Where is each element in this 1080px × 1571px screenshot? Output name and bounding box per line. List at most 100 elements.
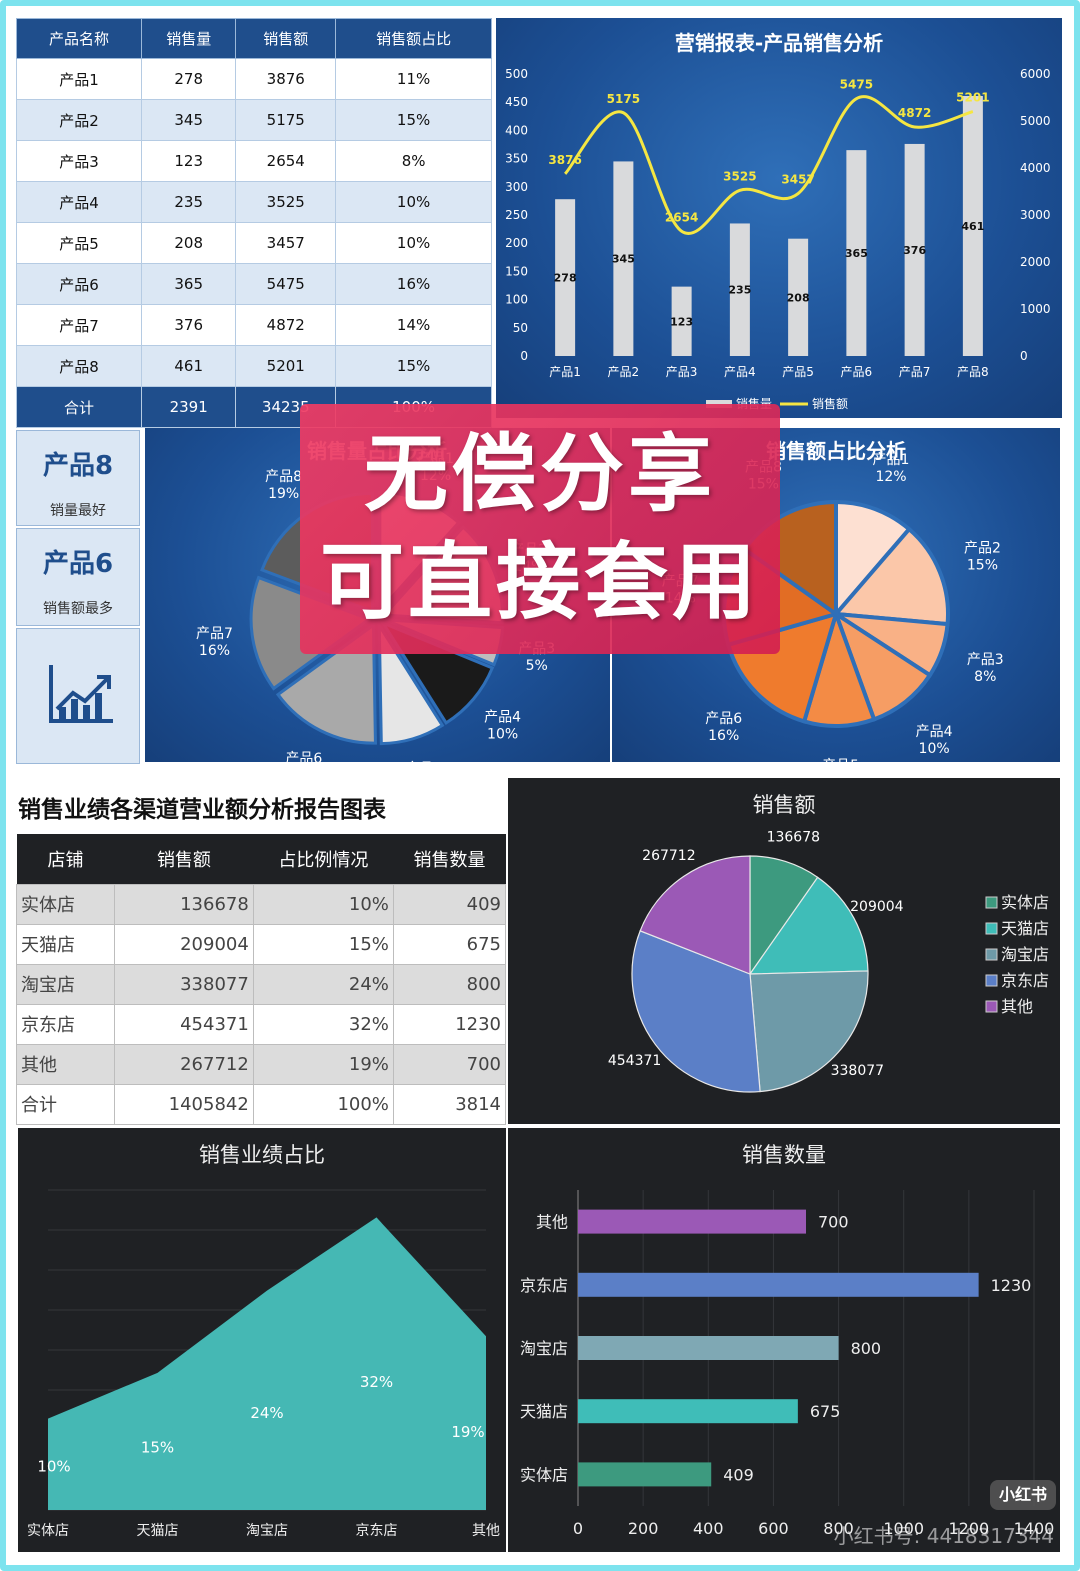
banner-line-2: 可直接套用 bbox=[319, 533, 760, 631]
left-axis-tick-label: 50 bbox=[513, 321, 528, 335]
amount-pie-percent: 16% bbox=[708, 728, 739, 744]
product-table-cell: 产品4 bbox=[15, 181, 143, 223]
channel-legend-swatch bbox=[985, 922, 998, 935]
volume-pie-percent: 10% bbox=[487, 726, 518, 742]
product-table-cell: 10% bbox=[335, 222, 492, 264]
hbar-y-tick-label: 实体店 bbox=[520, 1465, 568, 1484]
sales-amount-data-label: 4872 bbox=[898, 106, 931, 120]
product-table-cell: 4872 bbox=[235, 304, 337, 346]
quantity-bar-value-label: 409 bbox=[723, 1465, 754, 1484]
sales-volume-data-label: 235 bbox=[728, 284, 751, 297]
amount-pie-percent: 12% bbox=[875, 469, 906, 485]
channel-table-cell: 700 bbox=[392, 1043, 507, 1085]
promo-banner: 无偿分享 可直接套用 bbox=[300, 404, 780, 654]
area-chart-title: 销售业绩占比 bbox=[199, 1143, 325, 1167]
x-axis-tick-label: 产品8 bbox=[957, 365, 989, 379]
channel-section-title: 销售业绩各渠道营业额分析报告图表 bbox=[18, 797, 386, 823]
hbar-chart-title: 销售数量 bbox=[742, 1143, 826, 1167]
channel-table-cell: 10% bbox=[252, 883, 394, 925]
channel-pie-slice bbox=[749, 970, 869, 1093]
channel-pie-chart: 销售额 136678 209004 338077 454371 267712 实体店天猫店淘… bbox=[608, 793, 1049, 1093]
channel-table-cell: 675 bbox=[392, 923, 507, 965]
channel-legend-swatch bbox=[985, 896, 998, 909]
chart-icon-card bbox=[16, 628, 140, 764]
best-amount-product: 产品6 bbox=[42, 549, 114, 579]
product-table-cell: 2654 bbox=[235, 140, 337, 182]
hbar-x-tick-label: 400 bbox=[693, 1519, 724, 1538]
sales-amount-data-label: 3525 bbox=[723, 169, 756, 183]
chart-icon bbox=[49, 665, 113, 723]
channel-legend-label: 淘宝店 bbox=[1001, 945, 1049, 964]
product-table-total-cell: 2391 bbox=[141, 386, 237, 428]
channel-legend-swatch bbox=[985, 948, 998, 961]
product-table-header-cell: 销售量 bbox=[141, 18, 237, 59]
sales-volume-data-label: 123 bbox=[670, 315, 693, 328]
channel-pie-value-label: 209004 bbox=[850, 899, 904, 915]
channel-pie-title: 销售额 bbox=[753, 793, 816, 817]
channel-table-body: 实体店 136678 10% 409 天猫店 209004 15% 675 淘宝店 338077 2… bbox=[15, 883, 507, 1125]
sales-amount-line bbox=[563, 95, 974, 235]
x-axis-tick-label: 产品2 bbox=[608, 365, 640, 379]
x-axis-tick-label: 产品4 bbox=[724, 365, 756, 379]
product-table-cell: 5175 bbox=[235, 99, 337, 141]
channel-table-cell: 100% bbox=[252, 1083, 394, 1125]
sales-amount-data-label: 5175 bbox=[607, 92, 640, 106]
left-axis-tick-label: 500 bbox=[505, 67, 528, 81]
amount-pie-title: 销售额占比分析 bbox=[766, 439, 906, 463]
left-axis-tick-label: 100 bbox=[505, 293, 528, 307]
amount-pie-label: 产品5 bbox=[822, 758, 859, 762]
channel-pie-slice bbox=[748, 876, 869, 975]
product-table-header-cell: 销售额 bbox=[235, 18, 337, 59]
channel-table: 店铺 销售额 占比例情况 销售数量 实体店 136678 10% 409 天猫店 209004 1… bbox=[15, 834, 507, 1125]
right-axis-tick-label: 3000 bbox=[1020, 208, 1051, 222]
combo-chart-title: 营销报表-产品销售分析 bbox=[675, 31, 883, 55]
product-table-cell: 产品5 bbox=[15, 222, 143, 264]
channel-pie-value-label: 454371 bbox=[608, 1053, 661, 1069]
left-axis-tick-label: 0 bbox=[520, 349, 528, 363]
x-axis-tick-label: 产品6 bbox=[841, 365, 873, 379]
quantity-bar bbox=[578, 1272, 979, 1297]
volume-pie-label: 产品7 bbox=[196, 626, 233, 642]
channel-table-cell: 3814 bbox=[392, 1083, 507, 1125]
hbar-x-tick-label: 1000 bbox=[883, 1519, 924, 1538]
product-table: 产品名称 销售量 销售额 销售额占比 产品1 278 3876 11% 产品2 345 5175 1… bbox=[15, 18, 492, 428]
hbar-y-tick-label: 淘宝店 bbox=[520, 1339, 568, 1358]
amount-pie-percent: 8% bbox=[974, 669, 996, 685]
sales-volume-data-label: 278 bbox=[554, 272, 577, 285]
right-axis-tick-label: 1000 bbox=[1020, 302, 1051, 316]
product-table-row: 产品6 365 5475 16% bbox=[15, 263, 492, 305]
watermark: 小红书号: 4418317344 bbox=[833, 1524, 1054, 1548]
amount-pie-percent: 10% bbox=[919, 741, 950, 757]
combo-chart: 营销报表-产品销售分析 0 50 100 150 200 250 300 350 400 450 50… bbox=[505, 31, 1051, 411]
sales-volume-bar bbox=[671, 286, 692, 356]
product-table-row: 产品5 208 3457 10% bbox=[15, 222, 492, 264]
channel-pie-value-label: 136678 bbox=[767, 830, 820, 846]
best-amount-label: 销售额最多 bbox=[43, 601, 113, 617]
product-table-cell: 产品6 bbox=[15, 263, 143, 305]
sales-volume-data-label: 208 bbox=[787, 291, 810, 304]
channel-table-cell: 15% bbox=[252, 923, 394, 965]
product-table-row: 产品3 123 2654 8% bbox=[15, 140, 492, 182]
product-table-cell: 11% bbox=[335, 58, 492, 100]
sales-volume-bar bbox=[555, 199, 576, 356]
area-value-label: 15% bbox=[141, 1438, 174, 1456]
hbar-x-tick-label: 0 bbox=[573, 1519, 583, 1538]
product-table-cell: 345 bbox=[141, 99, 237, 141]
area-x-tick-label: 其他 bbox=[472, 1523, 500, 1539]
sales-volume-data-label: 376 bbox=[903, 244, 926, 257]
right-axis-tick-label: 6000 bbox=[1020, 67, 1051, 81]
product-table-cell: 产品3 bbox=[15, 140, 143, 182]
channel-table-cell: 409 bbox=[392, 883, 507, 925]
amount-pie-percent: 15% bbox=[967, 558, 998, 574]
product-table-cell: 10% bbox=[335, 181, 492, 223]
amount-pie-label: 产品6 bbox=[705, 711, 742, 727]
channel-pie-slice bbox=[639, 855, 751, 975]
channel-pie-panel: 销售额 136678 209004 338077 454371 267712 实体店 天猫店淘… bbox=[508, 778, 1060, 1124]
channel-table-cell: 1405842 bbox=[114, 1083, 254, 1125]
channel-table-cell: 淘宝店 bbox=[15, 963, 116, 1005]
sales-volume-bar bbox=[846, 150, 867, 356]
channel-table-cell: 454371 bbox=[114, 1003, 254, 1045]
sales-volume-data-label: 345 bbox=[612, 253, 635, 266]
amount-pie-label: 产品4 bbox=[916, 724, 953, 740]
right-axis-tick-label: 0 bbox=[1020, 349, 1028, 363]
